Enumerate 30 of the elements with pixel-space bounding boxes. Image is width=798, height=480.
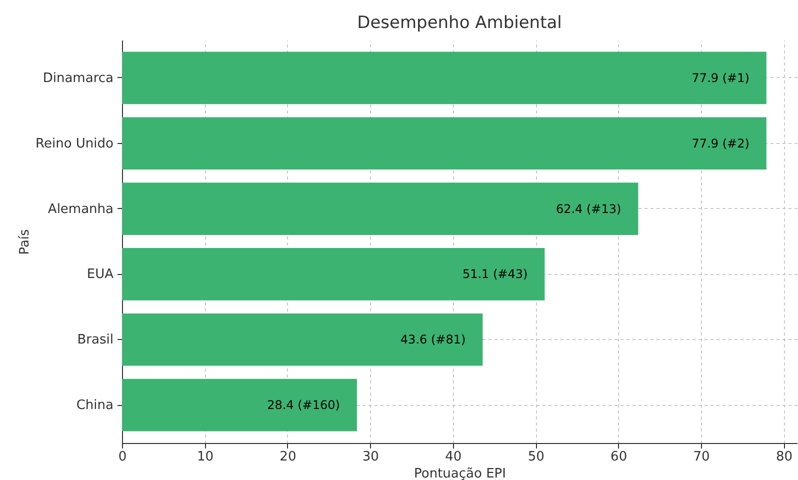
y-axis-title: País — [18, 228, 33, 255]
x-tick-label: 40 — [445, 450, 462, 464]
y-tick-label: Alemanha — [48, 202, 114, 217]
y-tick-label: EUA — [86, 267, 114, 282]
bar — [122, 378, 357, 432]
data-label: 51.1 (#43) — [462, 267, 528, 282]
bar — [122, 182, 638, 235]
data-label: 28.4 (#160) — [267, 398, 340, 412]
x-tick-label: 70 — [693, 450, 710, 464]
x-tick-label: 50 — [528, 450, 544, 464]
x-tick-label: 10 — [196, 450, 214, 464]
data-label: 62.4 (#13) — [556, 202, 622, 216]
x-tick-label: 60 — [610, 450, 628, 464]
data-label: 77.9 (#2) — [692, 136, 750, 150]
data-label: 43.6 (#81) — [400, 332, 466, 347]
bar — [122, 117, 766, 170]
y-tick-label: China — [76, 398, 114, 414]
data-label: 77.9 (#1) — [692, 70, 750, 85]
x-tick-label: 0 — [118, 450, 127, 464]
chart-title: Desempenho Ambiental — [357, 13, 562, 33]
y-tick-label: Dinamarca — [42, 70, 114, 86]
x-tick-label: 20 — [280, 450, 296, 464]
x-tick-label: 80 — [776, 450, 793, 464]
y-tick-label: Reino Unido — [36, 136, 114, 152]
bar — [122, 248, 545, 300]
bar — [122, 313, 483, 366]
y-tick-label: Brasil — [77, 332, 114, 348]
x-axis-title: Pontuação EPI — [414, 466, 506, 480]
x-tick-label: 30 — [362, 450, 379, 464]
bar — [122, 52, 766, 104]
